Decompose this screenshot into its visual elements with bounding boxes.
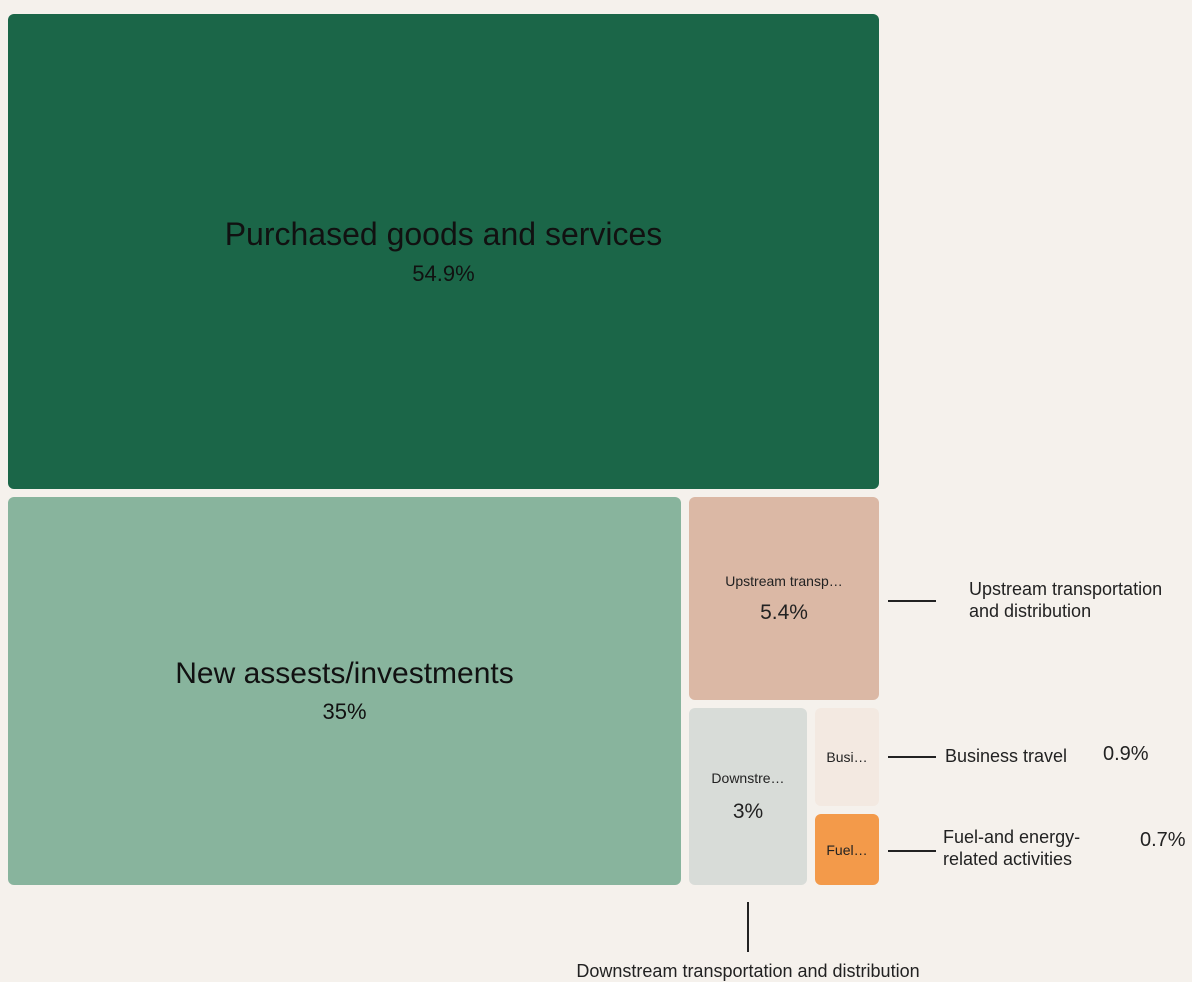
tile-label-new-assets: New assests/investments — [175, 657, 514, 690]
tile-value-purchased-goods: 54.9% — [412, 261, 475, 286]
callout-upstream: Upstream transportation and distribution — [969, 578, 1162, 622]
tile-new-assets: New assests/investments 35% — [8, 497, 681, 885]
tile-label-business-travel: Busi… — [826, 749, 868, 765]
callout-line-downstream — [747, 902, 749, 952]
callout-upstream-line2: and distribution — [969, 601, 1092, 621]
tile-label-downstream: Downstre… — [711, 769, 785, 786]
tile-value-new-assets: 35% — [322, 699, 367, 724]
callout-upstream-line1: Upstream transportation — [969, 579, 1163, 599]
tile-fuel-energy: Fuel… — [815, 814, 879, 885]
callout-line-business — [888, 756, 936, 758]
callout-business-value: 0.9% — [1103, 743, 1149, 765]
tile-label-upstream: Upstream transp… — [725, 572, 843, 589]
callout-business-label: Business travel — [945, 746, 1068, 766]
tile-label-purchased-goods: Purchased goods and services — [224, 216, 663, 252]
callout-line-upstream — [888, 600, 936, 602]
tile-value-downstream: 3% — [732, 799, 764, 823]
tile-purchased-goods: Purchased goods and services 54.9% — [8, 14, 879, 489]
tile-label-fuel-energy: Fuel… — [826, 841, 868, 858]
callout-line-fuel — [888, 850, 936, 852]
tile-downstream: Downstre… 3% — [689, 708, 807, 885]
callout-fuel-value: 0.7% — [1140, 829, 1186, 851]
callout-fuel: Fuel-and energy- related activities — [943, 826, 1080, 870]
tile-value-upstream: 5.4% — [760, 600, 808, 624]
callout-fuel-line2: related activities — [943, 849, 1073, 869]
callout-downstream: Downstream transportation and distributi… — [576, 961, 920, 981]
tile-upstream: Upstream transp… 5.4% — [689, 497, 879, 700]
callout-fuel-line1: Fuel-and energy- — [943, 827, 1081, 847]
tile-business-travel: Busi… — [815, 708, 879, 806]
